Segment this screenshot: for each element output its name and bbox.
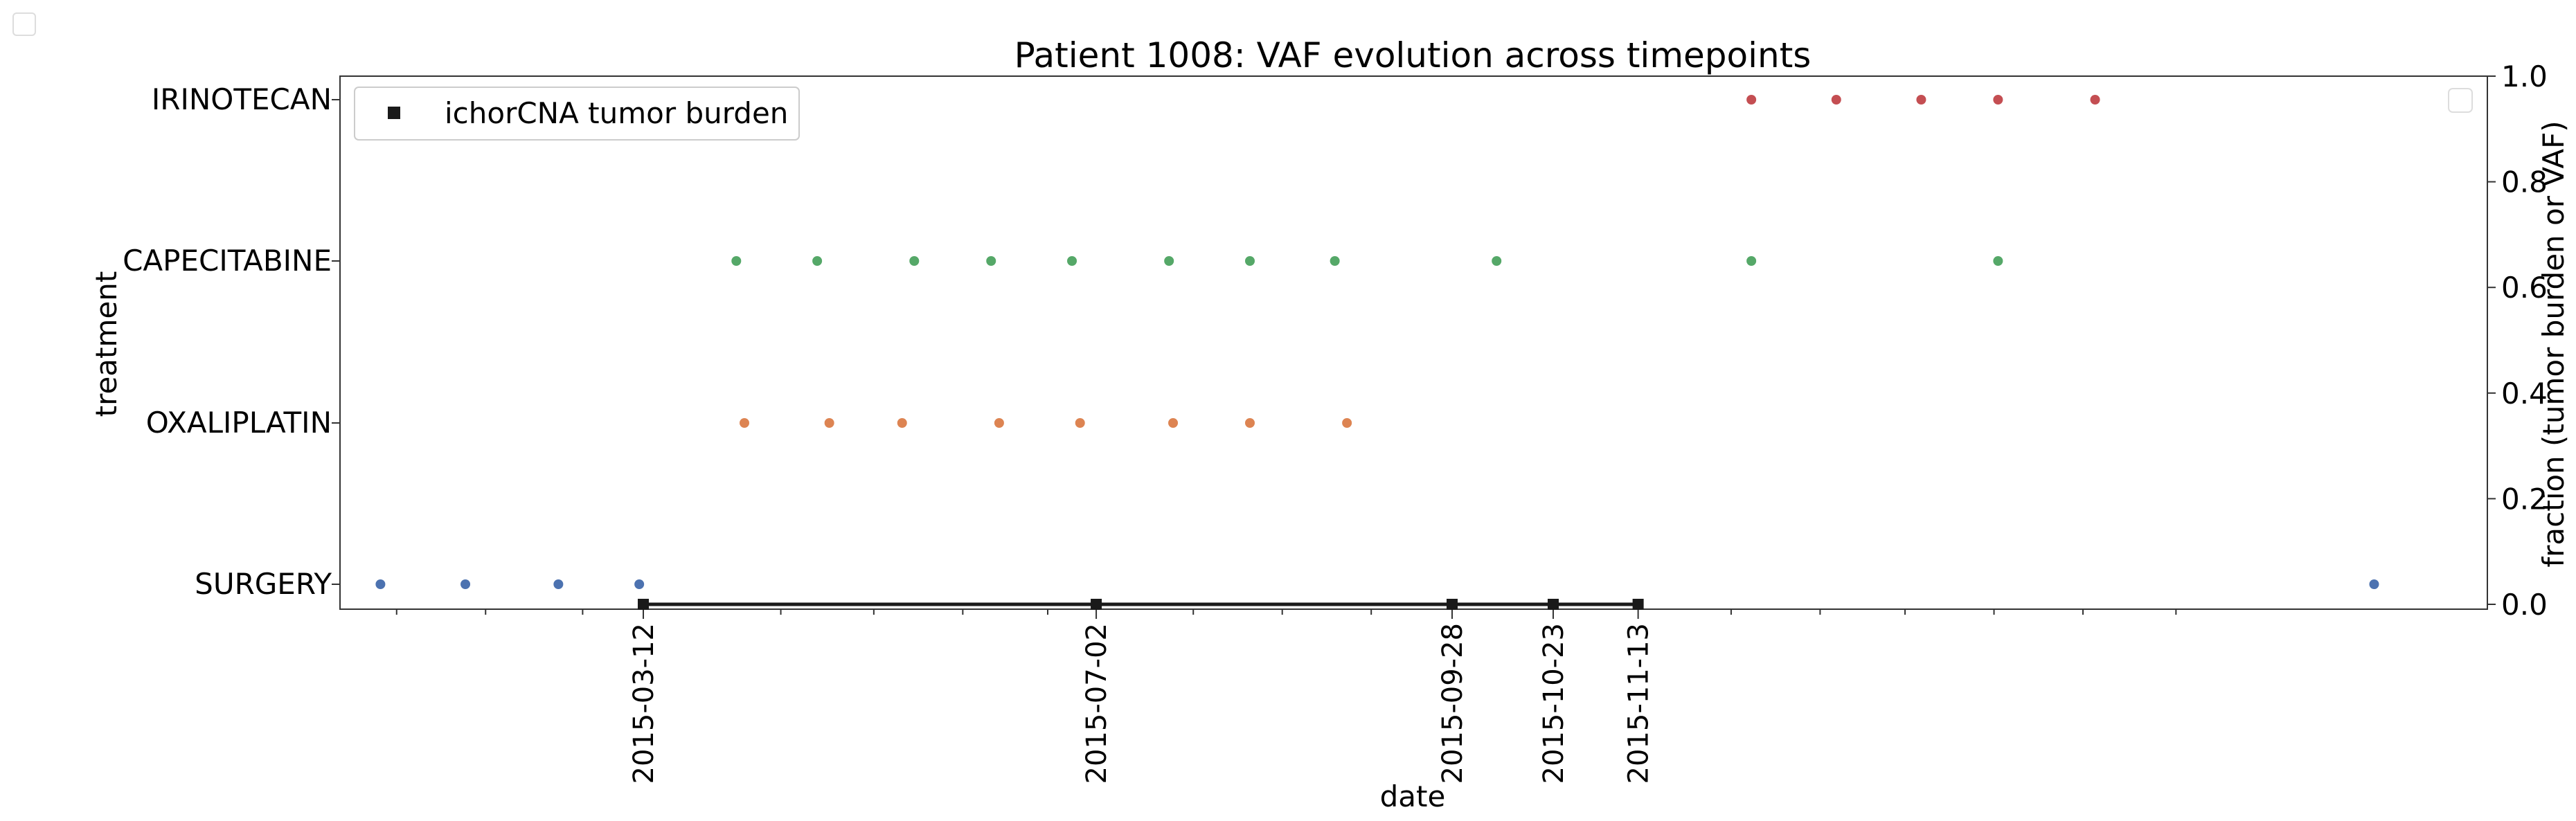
oxaliplatin-point bbox=[897, 418, 907, 428]
x-tick-label: 2015-09-28 bbox=[1437, 623, 1469, 784]
x-minor-ticks bbox=[395, 609, 2177, 615]
capecitabine-point bbox=[986, 256, 996, 266]
x-axis-ticks: 2015-03-12 2015-07-02 2015-09-28 2015-10-23… bbox=[628, 609, 1655, 784]
x-tick-label: 2015-10-23 bbox=[1538, 623, 1570, 784]
left-y-tick-label: SURGERY bbox=[195, 567, 332, 601]
legend-box bbox=[354, 87, 800, 141]
right-y-tick-label: 0.8 bbox=[2501, 165, 2548, 199]
plot-area bbox=[339, 75, 2488, 610]
surgery-point bbox=[553, 579, 564, 589]
oxaliplatin-point bbox=[1168, 418, 1179, 428]
surgery-point bbox=[375, 579, 386, 589]
capecitabine-point bbox=[909, 256, 920, 266]
right-y-axis-label: fraction (tumor burden or VAF) bbox=[2537, 120, 2570, 567]
x-tick-label: 2015-07-02 bbox=[1081, 623, 1113, 784]
oxaliplatin-point bbox=[824, 418, 834, 428]
chart-title: Patient 1008: VAF evolution across timep… bbox=[1014, 35, 1812, 75]
irinotecan-point bbox=[2090, 95, 2100, 105]
legend-marker-square bbox=[388, 107, 400, 119]
oxaliplatin-point bbox=[739, 418, 749, 428]
capecitabine-point bbox=[731, 256, 742, 266]
left-y-axis-ticks: SURGERY OXALIPLATIN CAPECITABINE IRINOTECAN bbox=[123, 82, 340, 601]
tumor-burden-marker bbox=[637, 599, 649, 610]
x-tick-label: 2015-03-12 bbox=[628, 623, 660, 784]
right-y-tick-label: 0.4 bbox=[2501, 377, 2548, 410]
capecitabine-point bbox=[1330, 256, 1340, 266]
legend[interactable]: ichorCNA tumor burden bbox=[354, 87, 800, 141]
x-tick-label: 2015-11-13 bbox=[1623, 623, 1655, 784]
x-axis-label: date bbox=[1380, 779, 1446, 813]
legend-entry-label: ichorCNA tumor burden bbox=[445, 96, 788, 130]
right-y-tick-label: 0.2 bbox=[2501, 482, 2548, 516]
surgery-point bbox=[634, 579, 645, 589]
oxaliplatin-point bbox=[1075, 418, 1085, 428]
tumor-burden-marker bbox=[1091, 599, 1102, 610]
surgery-point bbox=[460, 579, 471, 589]
left-y-tick-label: CAPECITABINE bbox=[123, 244, 332, 278]
left-y-tick-label: OXALIPLATIN bbox=[146, 406, 332, 440]
capecitabine-point bbox=[1244, 256, 1255, 266]
right-y-axis-ticks: 0.0 0.2 0.4 0.6 0.8 1.0 bbox=[2487, 60, 2548, 622]
tumor-burden-marker bbox=[1632, 599, 1644, 610]
empty-legend-box bbox=[2448, 88, 2473, 113]
capecitabine-point bbox=[1746, 256, 1757, 266]
irinotecan-point bbox=[1916, 95, 1926, 105]
page-checkbox[interactable] bbox=[12, 12, 36, 36]
irinotecan-point bbox=[1746, 95, 1757, 105]
oxaliplatin-point bbox=[1244, 418, 1255, 428]
right-y-tick-label: 1.0 bbox=[2501, 60, 2548, 93]
capecitabine-point bbox=[812, 256, 823, 266]
oxaliplatin-point bbox=[1342, 418, 1352, 428]
tumor-burden-marker bbox=[1547, 599, 1559, 610]
right-y-tick-label: 0.6 bbox=[2501, 271, 2548, 305]
tumor-burden-marker bbox=[1446, 599, 1458, 610]
capecitabine-point bbox=[1067, 256, 1077, 266]
oxaliplatin-point bbox=[994, 418, 1004, 428]
right-y-tick-label: 0.0 bbox=[2501, 588, 2548, 622]
irinotecan-point bbox=[1831, 95, 1841, 105]
surgery-point bbox=[2369, 579, 2379, 589]
series-layer bbox=[375, 95, 2379, 610]
capecitabine-point bbox=[1993, 256, 2003, 266]
left-y-tick-label: IRINOTECAN bbox=[152, 82, 332, 116]
irinotecan-point bbox=[1993, 95, 2003, 105]
left-y-axis-label: treatment bbox=[89, 271, 123, 417]
capecitabine-point bbox=[1492, 256, 1502, 266]
capecitabine-point bbox=[1164, 256, 1174, 266]
